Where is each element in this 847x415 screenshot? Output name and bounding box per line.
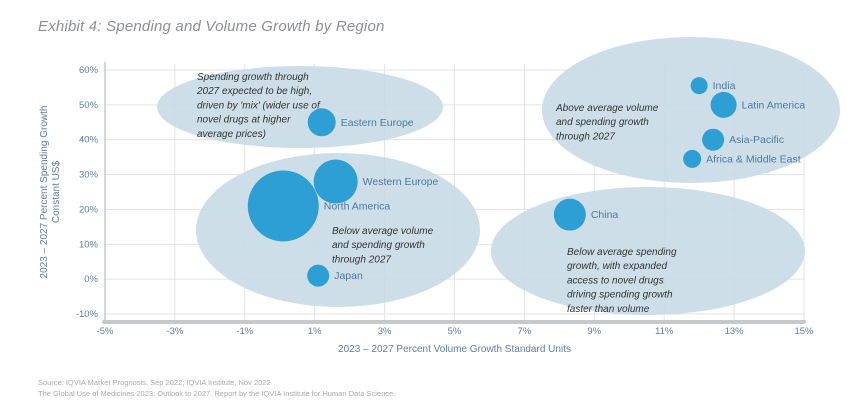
report-note: The Global Use of Medicines 2023: Outloo…: [38, 389, 396, 398]
x-axis-title: 2023 – 2027 Percent Volume Growth Standa…: [338, 344, 571, 355]
bubble-eastern-europe: [307, 108, 336, 137]
bubble-asia-pacific: [702, 128, 725, 151]
y-tick-label: 30%: [79, 170, 99, 181]
ann-below-average-spending-line: driving spending growth: [567, 290, 673, 301]
x-tick-label: 13%: [725, 326, 745, 337]
bubble-label-china: China: [591, 209, 619, 221]
ann-high-spending-growth-line: novel drugs at higher: [197, 115, 291, 126]
bubble-label-india: India: [713, 80, 736, 92]
y-axis-title: 2023 – 2027 Percent Spending GrowthConst…: [39, 106, 62, 279]
bubble-india: [690, 77, 708, 95]
ann-below-average-line: and spending growth: [332, 240, 425, 251]
y-axis-title-line: Constant US$: [51, 160, 62, 223]
bubble-western-europe: [313, 159, 358, 204]
ann-below-average-spending-line: Below average spending: [567, 247, 677, 258]
bubble-latin-america: [710, 91, 737, 118]
x-tick-label: 11%: [655, 326, 674, 337]
bubble-label-latin-america: Latin America: [742, 99, 806, 111]
bubble-china: [553, 198, 586, 231]
bubble-label-asia-pacific: Asia-Pacific: [729, 134, 784, 146]
source-note: Source: IQVIA Market Prognosis, Sep 2022…: [38, 378, 271, 387]
bubble-north-america: [247, 170, 319, 242]
x-tick-label: 1%: [308, 326, 322, 337]
y-tick-label: 0%: [84, 274, 98, 285]
x-tick-label: 3%: [378, 326, 392, 337]
bubble-japan: [307, 264, 330, 287]
bubble-label-western-europe: Western Europe: [363, 176, 439, 188]
ann-below-average-line: through 2027: [332, 254, 391, 265]
ann-above-average-line: and spending growth: [556, 117, 649, 128]
ann-above-average: Above average volume and spending growth t…: [555, 103, 659, 142]
group-ellipse-above-average-growth: [542, 37, 840, 183]
ann-below-average: Below average volume and spending growth t…: [332, 226, 434, 265]
bubble-label-japan: Japan: [334, 270, 363, 282]
x-tick-label: 7%: [518, 326, 532, 337]
ann-below-average-spending-line: faster than volume: [567, 304, 650, 315]
bubble-label-eastern-europe: Eastern Europe: [341, 117, 414, 129]
ann-high-spending-growth-line: average prices): [197, 129, 266, 140]
x-tick-label: -3%: [166, 326, 183, 337]
ann-below-average-spending-line: access to novel drugs: [567, 275, 664, 286]
ann-above-average-line: Above average volume: [555, 103, 659, 114]
y-tick-label: 40%: [79, 135, 99, 146]
ann-high-spending-growth-line: driven by 'mix' (wider use of: [197, 100, 321, 111]
ann-high-spending-growth-line: 2027 expected to be high,: [196, 86, 312, 97]
y-tick-label: -10%: [76, 309, 99, 320]
bubble-label-north-america: North America: [324, 200, 391, 212]
x-tick-label: -1%: [236, 326, 253, 337]
ann-below-average-spending-line: growth, with expanded: [567, 261, 668, 272]
x-tick-label: -5%: [97, 326, 114, 337]
figure-title: Exhibit 4: Spending and Volume Growth by…: [38, 18, 385, 35]
ann-high-spending-growth: Spending growth through 2027 expected to …: [196, 72, 321, 140]
y-tick-label: 50%: [79, 100, 99, 111]
y-axis-title-line: 2023 – 2027 Percent Spending Growth: [39, 106, 50, 279]
ann-above-average-line: through 2027: [556, 131, 615, 142]
x-tick-label: 5%: [448, 326, 462, 337]
y-tick-label: 60%: [79, 65, 99, 76]
ann-high-spending-growth-line: Spending growth through: [197, 72, 309, 83]
group-ellipse-high-spending-growth: [157, 66, 443, 148]
ann-below-average-spending: Below average spending growth, with expan…: [567, 247, 677, 315]
bubble-label-africa-middle-east: Africa & Middle East: [706, 153, 801, 165]
bubble-africa-middle-east: [683, 149, 702, 168]
y-tick-label: 10%: [79, 239, 99, 250]
ann-below-average-line: Below average volume: [332, 226, 434, 237]
x-axis-line: [102, 320, 806, 324]
x-tick-label: 15%: [794, 326, 814, 337]
x-tick-label: 9%: [587, 326, 601, 337]
y-tick-label: 20%: [79, 204, 99, 215]
